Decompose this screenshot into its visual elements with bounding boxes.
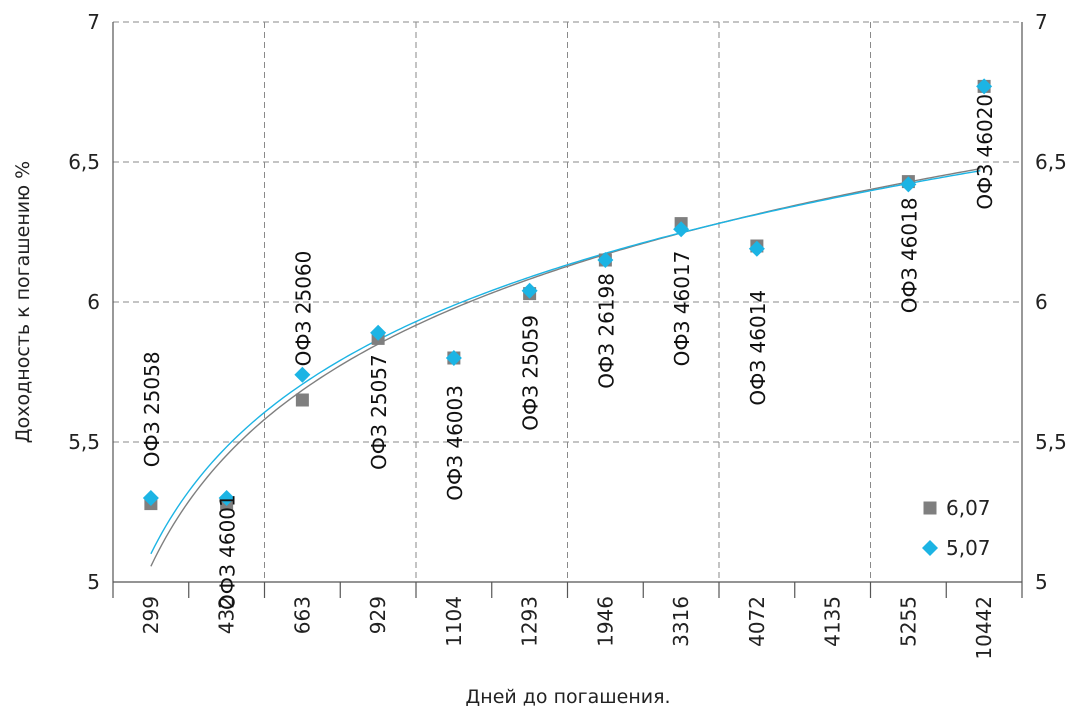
point-5,07 [748, 240, 765, 257]
trendline-6,07 [150, 167, 981, 567]
y-tick-label-right: 7 [1035, 10, 1048, 34]
x-tick-label: 299 [139, 596, 163, 634]
trendlines [150, 167, 981, 567]
x-tick-label: 4072 [745, 596, 769, 647]
point-label: ОФЗ 25058 [140, 351, 164, 467]
point-5,07 [370, 324, 387, 341]
axes: 5 5 5,5 5,5 6 6 6,5 6,5 7 7 299 432 663 929 1104 1293 19… [68, 10, 1067, 660]
x-tick-label: 663 [290, 596, 314, 634]
y-tick-label-left: 5 [87, 570, 100, 594]
grid-lines [113, 21, 1023, 582]
point-label: ОФЗ 26198 [594, 273, 618, 389]
point-5,07 [976, 78, 993, 95]
x-tick-label: 1946 [593, 596, 617, 647]
legend: 6,07 5,07 [922, 496, 991, 560]
y-tick-label-left: 7 [87, 10, 100, 34]
x-tick-label: 1293 [518, 596, 542, 647]
y-tick-label-left: 6,5 [68, 150, 100, 174]
y-axis-title: Доходность к погашению % [12, 161, 34, 443]
point-label: ОФЗ 46003 [443, 385, 467, 501]
legend-label: 5,07 [946, 536, 991, 560]
y-tick-label-left: 6 [87, 290, 100, 314]
point-5,07 [294, 366, 311, 383]
point-label: ОФЗ 25057 [367, 354, 391, 470]
trendline-5,07 [150, 170, 981, 555]
point-5,07 [900, 176, 917, 193]
point-label: ОФЗ 46001 [216, 494, 240, 610]
x-tick-label: 929 [366, 596, 390, 634]
point-5,07 [521, 282, 538, 299]
y-tick-label-right: 5,5 [1035, 430, 1067, 454]
point-5,07 [445, 350, 462, 366]
point-5,07 [597, 252, 614, 268]
point-5,07 [673, 221, 690, 238]
point-label: ОФЗ 25059 [519, 315, 543, 431]
y-tick-label-right: 5 [1035, 570, 1048, 594]
y-tick-label-right: 6,5 [1035, 150, 1067, 174]
y-tick-label-right: 6 [1035, 290, 1048, 314]
legend-marker-5,07 [922, 540, 938, 556]
legend-label: 6,07 [946, 496, 991, 520]
point-5,07 [142, 490, 159, 506]
data-points [142, 78, 993, 511]
point-labels: ОФЗ 25058 ОФЗ 46001 ОФЗ 25060 ОФЗ 25057 ОФЗ … [140, 94, 997, 610]
x-tick-label: 10442 [972, 596, 996, 660]
point-6,07 [295, 393, 309, 407]
x-tick-label: 4135 [821, 596, 845, 647]
point-5,07 [218, 490, 235, 506]
legend-marker-6,07 [923, 501, 937, 515]
x-tick-label: 1104 [442, 596, 466, 647]
point-label: ОФЗ 46014 [746, 290, 770, 406]
y-tick-label-left: 5,5 [68, 430, 100, 454]
point-label: ОФЗ 25060 [291, 251, 315, 367]
point-label: ОФЗ 46018 [897, 197, 921, 313]
x-tick-label: 5255 [896, 596, 920, 647]
x-tick-label: 3316 [669, 596, 693, 647]
x-axis-title: Дней до погашения. [465, 686, 670, 708]
point-label: ОФЗ 46020 [973, 94, 997, 210]
x-tick-label: 432 [215, 596, 239, 634]
point-label: ОФЗ 46017 [670, 251, 694, 367]
